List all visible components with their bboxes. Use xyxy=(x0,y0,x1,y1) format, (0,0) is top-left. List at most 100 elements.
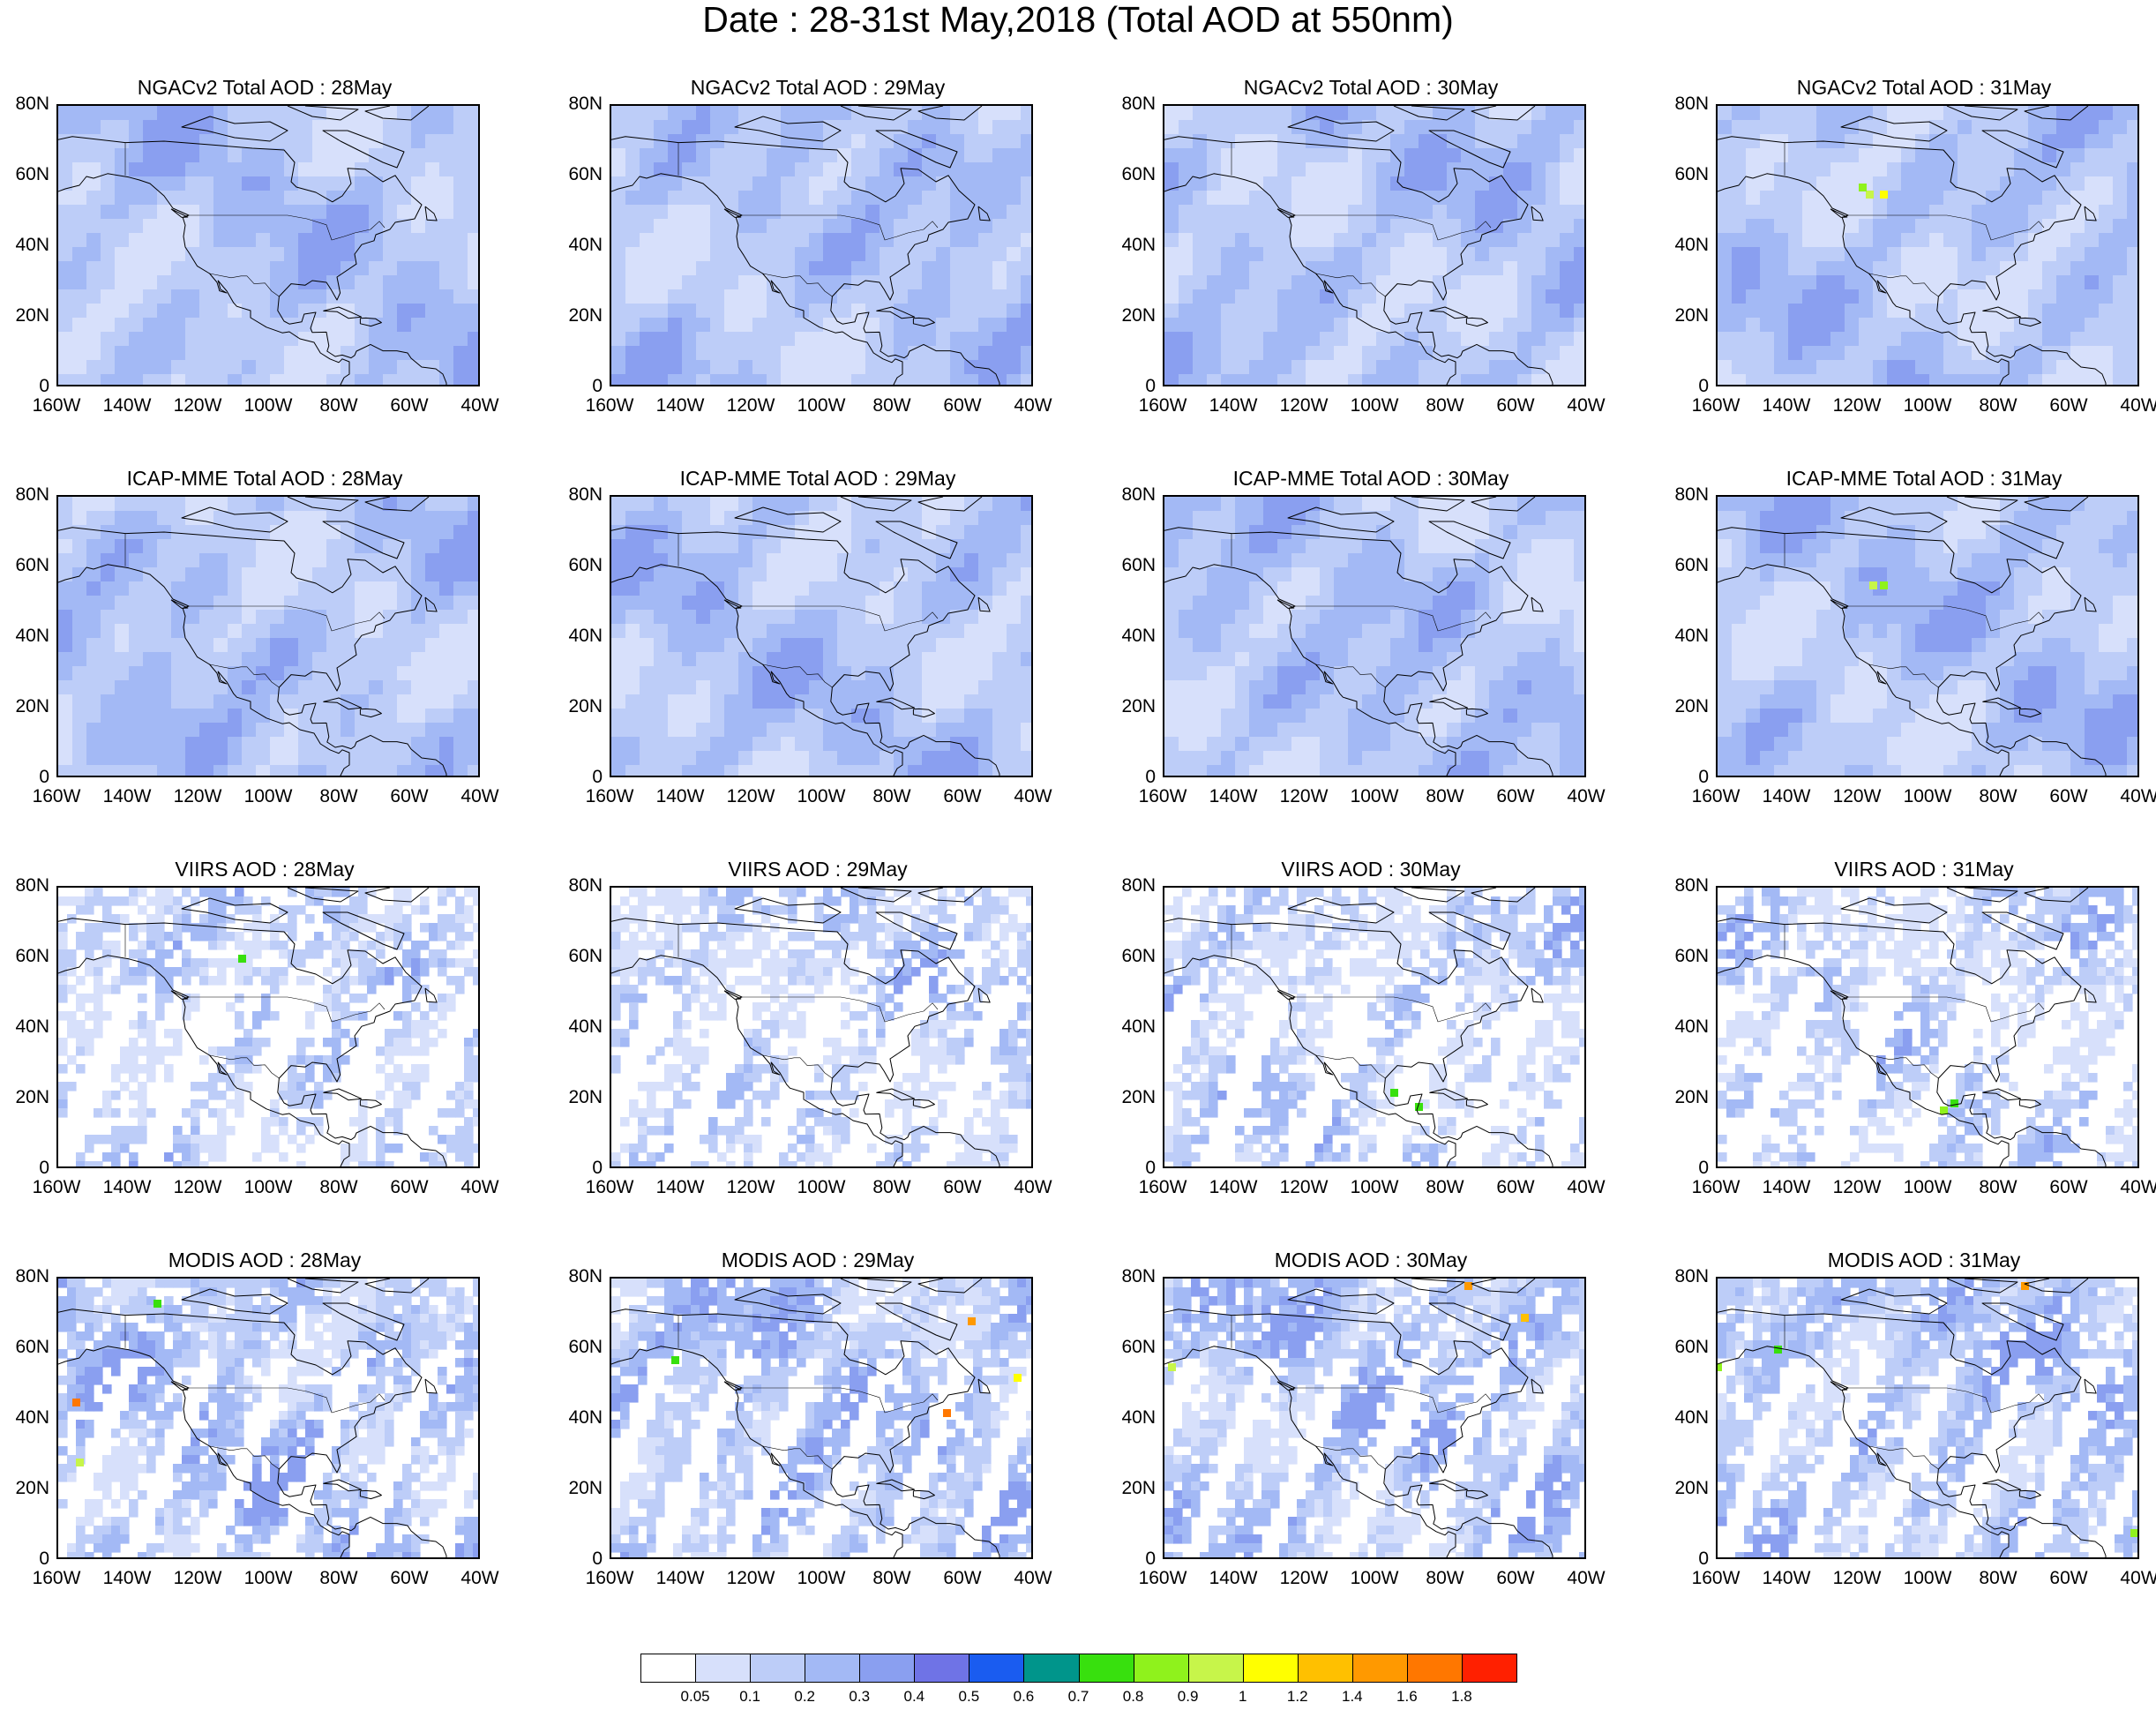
coastline xyxy=(1981,1302,2064,1341)
x-tick-label: 80W xyxy=(872,786,911,806)
country-border xyxy=(1315,1054,1386,1079)
x-tick-label: 160W xyxy=(1138,786,1187,806)
x-tick-label: 80W xyxy=(319,1568,358,1588)
aod-field xyxy=(611,497,1031,776)
coastline xyxy=(734,1288,842,1315)
country-border xyxy=(1868,273,1939,297)
coastline xyxy=(1429,1479,1469,1492)
y-tick-label: 60N xyxy=(568,946,603,966)
y-tick-label: 20N xyxy=(15,696,49,716)
coastline xyxy=(1840,116,1948,142)
coastline xyxy=(611,564,903,776)
x-tick-label: 80W xyxy=(872,395,911,416)
coastline xyxy=(1982,306,2022,319)
y-tick-label: 0 xyxy=(1145,376,1156,396)
x-tick-label: 140W xyxy=(102,1568,152,1588)
country-border xyxy=(209,273,280,297)
aod-cells xyxy=(58,888,478,1166)
aod-field xyxy=(1164,888,1584,1166)
country-border xyxy=(209,1445,280,1470)
coastline xyxy=(2084,1378,2097,1394)
aod-field xyxy=(1164,106,1584,385)
y-tick-label: 40N xyxy=(1121,1016,1156,1037)
x-tick-label: 40W xyxy=(460,395,499,416)
x-tick-label: 60W xyxy=(943,395,982,416)
coastline xyxy=(723,990,742,1000)
y-tick-label: 20N xyxy=(568,696,603,716)
coastline xyxy=(58,918,447,1166)
colorbar-legend: 0.05 0.1 0.2 0.3 0.4 0.5 0.6 0.7 0.8 0.9 1 1.2 1.4 1.… xyxy=(640,1654,1517,1705)
coastline xyxy=(58,955,350,1166)
aod-field xyxy=(58,106,478,385)
y-tick-label: 60N xyxy=(15,164,49,184)
x-tick-label: 80W xyxy=(1979,395,2018,416)
coastline xyxy=(912,1099,935,1109)
map-panel: ICAP-MME Total AOD : 31May 80N 60N 40N 20N 0 1… xyxy=(1659,466,2156,854)
coastline xyxy=(181,897,288,924)
y-tick-label: 20N xyxy=(1674,1087,1709,1107)
coastline xyxy=(1164,1309,1553,1557)
x-tick-label: 80W xyxy=(1426,395,1464,416)
coastline xyxy=(876,306,916,319)
x-tick-label: 160W xyxy=(585,786,634,806)
map-plot-area xyxy=(1163,495,1586,777)
x-tick-label: 40W xyxy=(1567,395,1606,416)
country-border xyxy=(189,214,386,241)
coastline xyxy=(977,206,991,221)
coastline xyxy=(2024,497,2089,512)
panel-title: NGACv2 Total AOD : 28May xyxy=(137,76,393,99)
aod-hotspot xyxy=(1774,1346,1782,1354)
coastline xyxy=(876,1479,916,1492)
x-tick-label: 100W xyxy=(1350,786,1399,806)
x-tick-label: 120W xyxy=(1279,1568,1329,1588)
x-tick-label: 120W xyxy=(173,1568,222,1588)
x-tick-label: 160W xyxy=(1138,395,1187,416)
x-tick-label: 140W xyxy=(1209,1568,1258,1588)
coastline xyxy=(875,130,958,169)
x-tick-label: 100W xyxy=(243,786,293,806)
coastline xyxy=(1718,173,2010,385)
coastline xyxy=(917,888,983,903)
colorbar-label: 1.8 xyxy=(1451,1688,1472,1705)
coastline xyxy=(1840,506,1948,533)
coastline xyxy=(1276,599,1295,609)
coastline xyxy=(1982,1088,2022,1101)
y-tick-label: 80N xyxy=(568,1266,603,1286)
y-tick-label: 40N xyxy=(568,626,603,646)
aod-cells xyxy=(1164,497,1584,776)
country-border xyxy=(742,996,939,1023)
map-plot-area xyxy=(1716,1277,2139,1559)
x-tick-label: 120W xyxy=(726,1568,775,1588)
coastline xyxy=(977,1378,991,1394)
coastline xyxy=(876,1088,916,1101)
y-tick-label: 80N xyxy=(1674,94,1709,114)
y-tick-label: 0 xyxy=(1698,767,1709,787)
y-tick-label: 20N xyxy=(568,305,603,326)
aod-cells xyxy=(1164,1279,1584,1557)
aod-field xyxy=(611,888,1031,1166)
colorbar-label: 1.2 xyxy=(1286,1688,1308,1705)
aod-cells xyxy=(611,497,1031,776)
y-tick-label: 20N xyxy=(15,305,49,326)
map-panel: NGACv2 Total AOD : 31May 80N 60N 40N 20N 0 160… xyxy=(1659,75,2156,463)
x-tick-label: 160W xyxy=(585,1568,634,1588)
country-border xyxy=(1848,1387,2045,1414)
x-tick-label: 140W xyxy=(1762,1568,1811,1588)
x-tick-label: 120W xyxy=(1832,1568,1882,1588)
x-tick-label: 160W xyxy=(1691,786,1741,806)
country-border xyxy=(742,214,939,241)
aod-hotspot xyxy=(1866,191,1874,199)
coastline xyxy=(1531,206,1544,221)
coastline xyxy=(1718,1346,2010,1557)
aod-hotspot xyxy=(1940,1106,1948,1114)
coastline xyxy=(181,1288,288,1315)
coastline xyxy=(1287,506,1395,533)
map-plot-area xyxy=(610,886,1033,1168)
x-tick-label: 80W xyxy=(1426,1177,1464,1197)
coastline xyxy=(2084,987,2097,1003)
x-tick-label: 60W xyxy=(390,395,429,416)
coastline xyxy=(875,1302,958,1341)
coastline xyxy=(723,208,742,218)
coastline xyxy=(359,708,382,718)
x-tick-label: 120W xyxy=(1279,786,1329,806)
